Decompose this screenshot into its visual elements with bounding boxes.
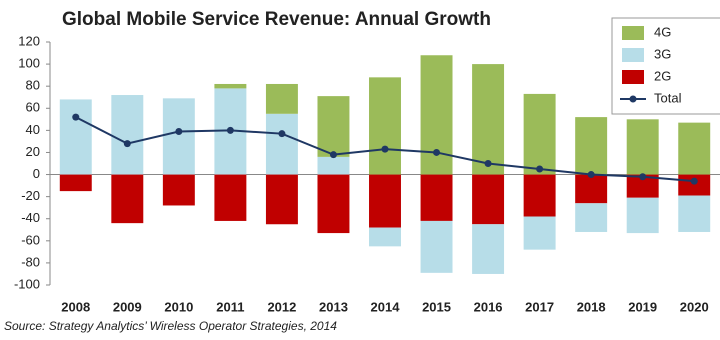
total-point (433, 148, 441, 156)
bar (317, 96, 350, 157)
bar (626, 119, 659, 175)
bar (626, 197, 659, 234)
bar (472, 224, 505, 274)
bar (111, 95, 144, 175)
legend-swatch (622, 48, 644, 62)
bar (523, 174, 556, 217)
legend-swatch (622, 70, 644, 84)
y-tick-label: -20 (21, 188, 40, 203)
x-tick-label: 2012 (267, 299, 296, 314)
bar (523, 216, 556, 250)
bar (575, 117, 608, 175)
bar (214, 174, 247, 221)
x-tick-label: 2017 (525, 299, 554, 314)
y-tick-label: 120 (18, 33, 40, 48)
bar (626, 174, 659, 198)
x-tick-label: 2010 (164, 299, 193, 314)
bar (678, 195, 711, 232)
x-tick-label: 2020 (680, 299, 709, 314)
y-tick-label: 0 (33, 166, 40, 181)
total-point (278, 130, 286, 138)
x-tick-label: 2014 (371, 299, 401, 314)
x-tick-label: 2015 (422, 299, 451, 314)
bar (523, 93, 556, 175)
y-tick-label: 80 (26, 78, 40, 93)
bar (472, 64, 505, 175)
bar (265, 113, 298, 175)
bar (575, 203, 608, 232)
source-note: Source: Strategy Analytics’ Wireless Ope… (4, 319, 337, 333)
legend-label: 2G (654, 68, 671, 83)
legend-label: 4G (654, 24, 671, 39)
total-point (484, 160, 492, 167)
legend-marker (629, 95, 637, 103)
y-tick-label: -60 (21, 232, 40, 247)
total-point (123, 140, 131, 148)
bar (369, 77, 401, 175)
x-tick-label: 2013 (319, 299, 348, 314)
bar (59, 174, 92, 192)
bar (369, 227, 401, 247)
bar (162, 98, 195, 175)
total-point (226, 126, 234, 134)
chart-title: Global Mobile Service Revenue: Annual Gr… (62, 9, 491, 30)
total-point (639, 173, 647, 181)
total-point (329, 151, 337, 159)
x-tick-label: 2011 (216, 299, 244, 314)
x-tick-label: 2016 (474, 299, 503, 314)
bar (420, 220, 453, 273)
bar (369, 174, 401, 228)
y-tick-label: 100 (18, 56, 40, 71)
y-tick-label: 40 (26, 122, 40, 137)
total-point (587, 171, 595, 179)
y-tick-label: -80 (21, 254, 40, 269)
legend-label: 3G (654, 46, 671, 61)
bar (214, 83, 247, 89)
bar (317, 174, 350, 234)
x-tick-label: 2018 (577, 299, 606, 314)
y-tick-label: -100 (14, 276, 40, 291)
total-point (690, 177, 698, 185)
total-point (381, 145, 389, 153)
total-point (175, 127, 183, 135)
bar (265, 174, 298, 225)
legend-swatch (622, 26, 644, 40)
y-tick-label: 60 (26, 100, 40, 115)
x-tick-label: 2019 (628, 299, 657, 314)
bar (59, 99, 92, 175)
x-tick-label: 2009 (113, 299, 142, 314)
bar (575, 174, 608, 204)
total-point (72, 113, 80, 121)
bar (162, 174, 195, 206)
bar (265, 83, 298, 114)
total-point (536, 165, 544, 173)
bar (317, 156, 350, 175)
bar (420, 174, 453, 221)
y-tick-label: 20 (26, 144, 40, 159)
bar (111, 174, 144, 224)
legend-label: Total (654, 90, 682, 105)
bar (678, 122, 711, 175)
bar (472, 174, 505, 225)
bar (420, 55, 453, 175)
x-tick-label: 2008 (61, 299, 90, 314)
y-tick-label: -40 (21, 210, 40, 225)
